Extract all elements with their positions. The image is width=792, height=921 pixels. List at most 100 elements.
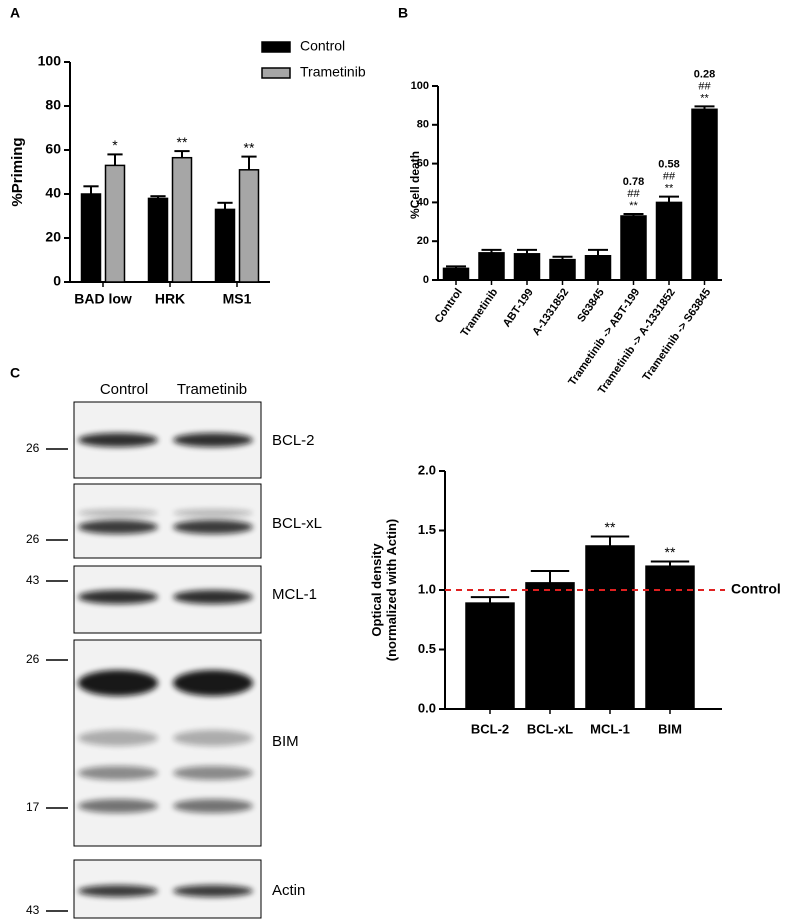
error-bar [241, 155, 257, 170]
blot-band [173, 730, 253, 746]
blot-label: Actin [272, 882, 305, 899]
annotation: ** [177, 134, 188, 150]
y-tick-label: 1.5 [418, 522, 436, 537]
blot-band [78, 670, 158, 696]
y-axis-label: (normalized with Actin) [384, 519, 399, 662]
y-tick-label: 80 [417, 119, 429, 131]
bar [513, 253, 541, 281]
y-tick-label: 40 [45, 185, 61, 201]
blot-band [78, 433, 158, 447]
marker-label: 26 [26, 441, 40, 455]
blot-band [173, 590, 253, 604]
annotation: ** [700, 92, 709, 104]
x-tick-label: BCL-2 [471, 721, 509, 736]
column-label: Trametinib [177, 381, 247, 398]
annotation: 0.78 [623, 176, 644, 188]
bar [620, 215, 647, 281]
y-tick-label: 1.0 [418, 581, 436, 596]
y-tick-label: 100 [411, 80, 429, 92]
bar [104, 164, 126, 283]
bar [478, 252, 505, 281]
y-tick-label: 0.0 [418, 700, 436, 715]
blot-band [173, 766, 253, 780]
annotation: 0.58 [658, 158, 679, 170]
x-tick-label: BCL-xL [527, 721, 573, 736]
bar [147, 197, 169, 283]
annotation: ## [627, 188, 640, 200]
x-tick-label: Trametinib [459, 286, 501, 339]
blot-band [78, 730, 158, 746]
y-tick-label: 60 [45, 141, 61, 157]
panel-letter: A [10, 5, 20, 21]
bar [442, 267, 470, 281]
bar [214, 208, 236, 283]
blot-label: BIM [272, 733, 299, 750]
legend-label: Control [300, 38, 345, 54]
panel-letter: B [398, 5, 408, 21]
x-tick-label: ABT-199 [501, 287, 536, 330]
y-tick-label: 0 [53, 273, 61, 289]
error-bar [530, 569, 570, 583]
blot-band [173, 509, 253, 517]
blot-label: BCL-2 [272, 432, 315, 449]
error-bar [217, 201, 233, 210]
x-tick-label: MS1 [223, 291, 252, 307]
marker-label: 17 [26, 800, 40, 814]
blot-band [173, 520, 253, 534]
legend-label: Trametinib [300, 64, 366, 80]
bar [171, 156, 193, 283]
bar [238, 169, 260, 283]
reference-label: Control [731, 581, 781, 597]
annotation: ** [665, 544, 676, 560]
bar [525, 582, 575, 710]
marker-label: 26 [26, 652, 40, 666]
blot-band [78, 590, 158, 604]
y-tick-label: 100 [38, 53, 62, 69]
blot-label: BCL-xL [272, 515, 322, 532]
y-tick-label: 20 [417, 235, 429, 247]
panel-letter: C [10, 365, 20, 381]
x-tick-label: Trametinib -> ABT-199 [566, 287, 642, 388]
legend-swatch [261, 67, 291, 79]
bar [585, 545, 635, 710]
annotation: ** [665, 182, 674, 194]
annotation: * [112, 137, 118, 153]
y-tick-label: 0 [423, 274, 429, 286]
legend-swatch [261, 41, 291, 53]
bar [691, 108, 718, 281]
annotation: ## [663, 170, 676, 182]
x-tick-label: A-1331852 [530, 287, 571, 338]
bar [655, 201, 683, 281]
error-bar [650, 560, 690, 567]
error-bar [588, 248, 608, 256]
marker-label: 43 [26, 903, 40, 917]
y-tick-label: 20 [45, 229, 61, 245]
x-tick-label: Trametinib -> S63845 [641, 287, 714, 384]
y-tick-label: 60 [417, 158, 429, 170]
marker-label: 43 [26, 573, 40, 587]
annotation: 0.28 [694, 68, 715, 80]
column-label: Control [100, 381, 148, 398]
x-tick-label: BIM [658, 721, 682, 736]
x-tick-label: S63845 [575, 287, 607, 325]
blot-band [78, 520, 158, 534]
y-tick-label: 40 [417, 196, 429, 208]
error-bar [107, 153, 123, 166]
blot-band [78, 885, 158, 897]
bar [549, 258, 576, 281]
annotation: ** [629, 200, 638, 212]
x-tick-label: HRK [155, 291, 185, 307]
y-tick-label: 2.0 [418, 462, 436, 477]
x-tick-label: BAD low [74, 291, 132, 307]
error-bar [659, 195, 679, 203]
y-axis-label: %Cell death [408, 151, 422, 219]
x-tick-label: MCL-1 [590, 721, 630, 736]
annotation: ## [698, 80, 711, 92]
blot-band [173, 885, 253, 897]
y-tick-label: 0.5 [418, 641, 436, 656]
y-tick-label: 80 [45, 97, 61, 113]
blot-band [78, 509, 158, 517]
error-bar [470, 596, 510, 604]
bar [645, 565, 695, 710]
